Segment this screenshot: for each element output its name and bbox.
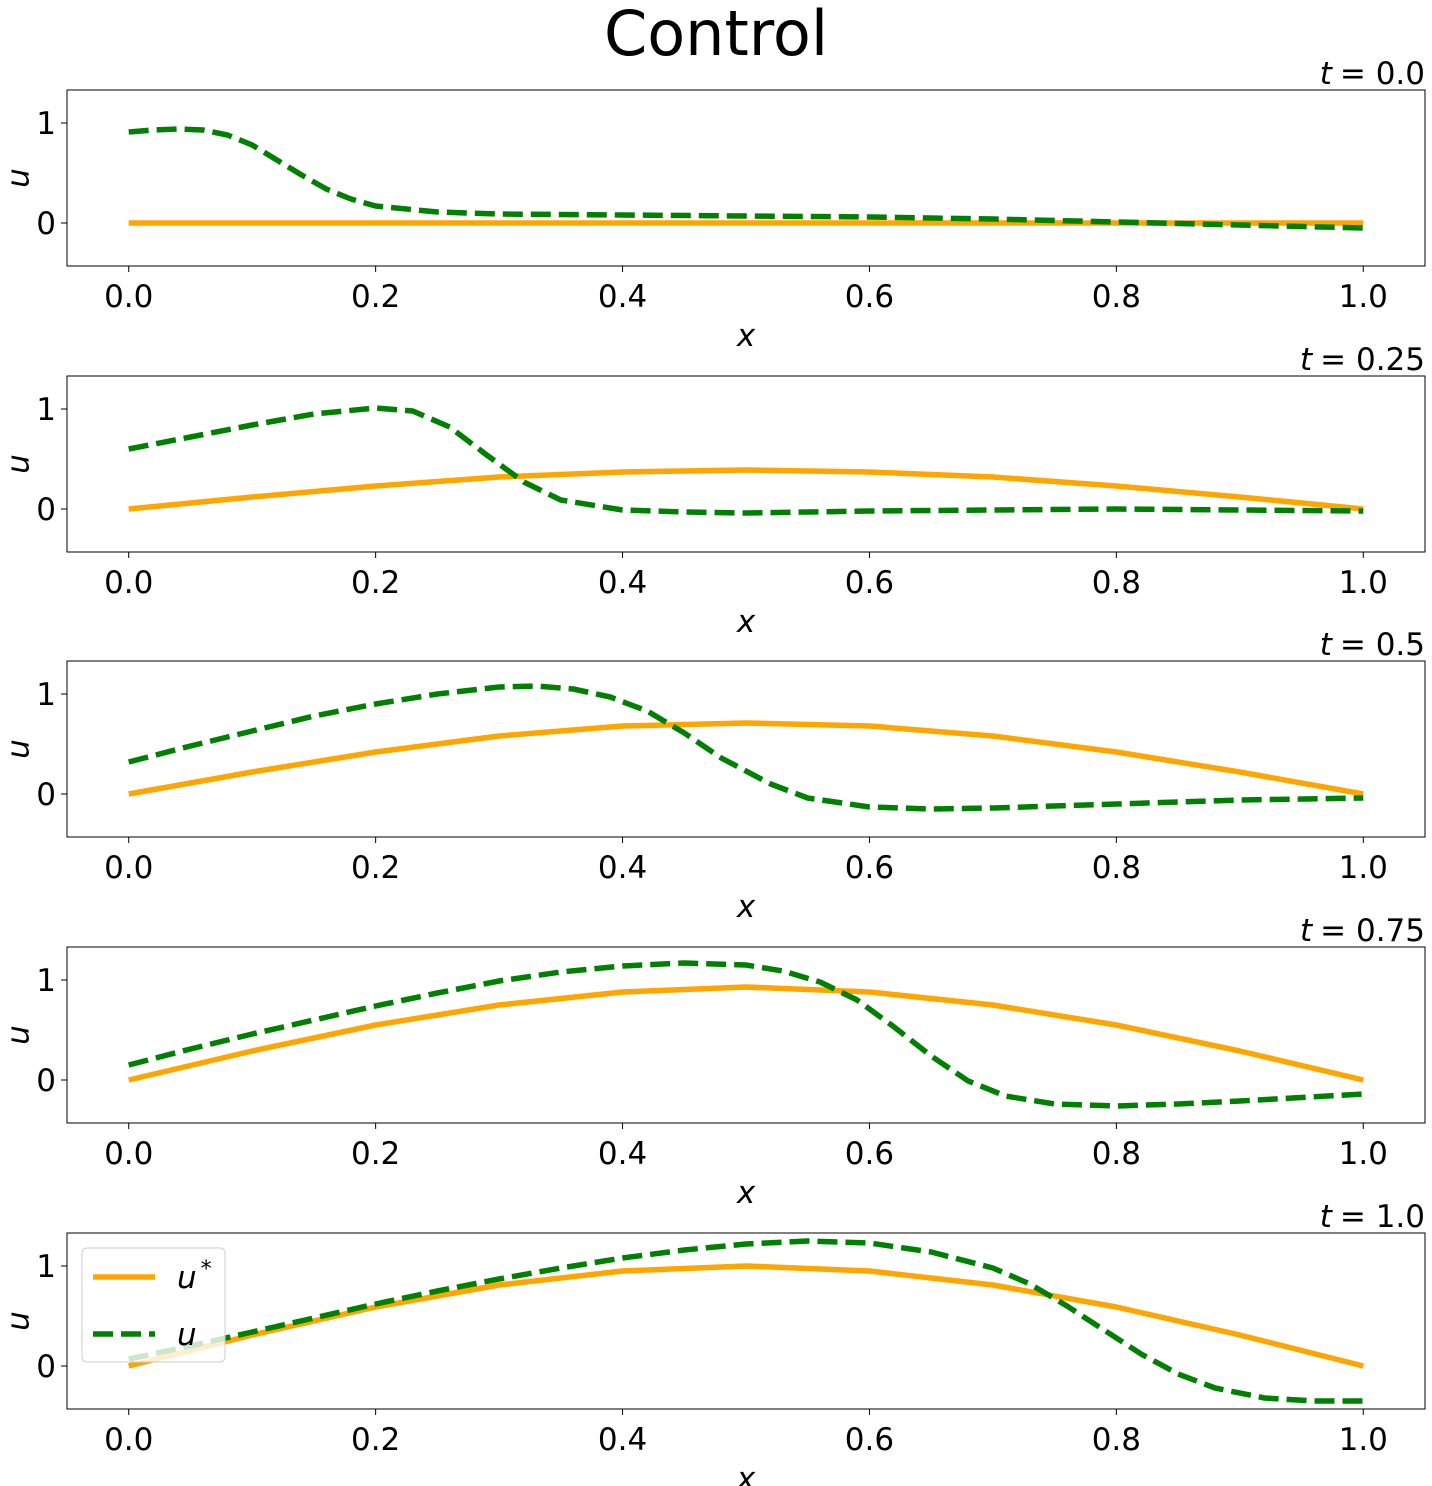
x-tick-label: 0.4 xyxy=(598,565,647,601)
x-tick-label: 0.0 xyxy=(104,850,153,886)
x-tick-label: 0.2 xyxy=(351,1136,400,1172)
y-tick-label: 1 xyxy=(36,1249,56,1285)
subplot-2: 0.0 0.2 0.4 0.6 0.8 1.0 0 1 x u t = 0.25 xyxy=(1,342,1426,640)
x-axis-label: x xyxy=(736,1175,756,1211)
legend-label: u xyxy=(177,1317,197,1353)
series-line-u xyxy=(128,683,1364,812)
axes-frame xyxy=(66,89,1426,267)
subplot-title-value: = 1.0 xyxy=(1340,1199,1425,1235)
y-tick-label: 0 xyxy=(36,1349,56,1385)
subplot-title: t = 0.25 xyxy=(1300,342,1425,378)
x-tick-label: 0.0 xyxy=(104,1422,153,1458)
x-tick-label: 0.4 xyxy=(598,850,647,886)
y-axis-label: u xyxy=(1,1025,37,1045)
subplot-title: t = 1.0 xyxy=(1320,1199,1425,1235)
subplot-title: t = 0.75 xyxy=(1300,913,1425,949)
y-axis-label: u xyxy=(1,168,37,188)
x-tick-label: 0.0 xyxy=(104,1136,153,1172)
series-line-u xyxy=(128,960,1364,1109)
x-tick-label: 0.8 xyxy=(1092,1136,1141,1172)
x-tick-label: 1.0 xyxy=(1339,565,1388,601)
subplot-1: 0.0 0.2 0.4 0.6 0.8 1.0 0 1 x u t = 0.0 xyxy=(1,56,1426,354)
x-tick-label: 0.4 xyxy=(598,1136,647,1172)
x-tick-label: 0.6 xyxy=(845,1422,894,1458)
subplot-title-value: = 0.25 xyxy=(1320,342,1425,378)
x-tick-label: 0.8 xyxy=(1092,565,1141,601)
x-tick-label: 0.8 xyxy=(1092,1422,1141,1458)
x-axis-label: x xyxy=(736,889,756,925)
x-tick-label: 1.0 xyxy=(1339,279,1388,315)
x-tick-label: 0.2 xyxy=(351,850,400,886)
legend-label-base: u xyxy=(177,1260,197,1296)
x-tick-label: 0.2 xyxy=(351,1422,400,1458)
y-tick-label: 0 xyxy=(36,777,56,813)
x-tick-label: 0.8 xyxy=(1092,850,1141,886)
legend: u *u xyxy=(81,1247,226,1363)
axes-frame xyxy=(66,660,1426,838)
x-tick-label: 0.8 xyxy=(1092,279,1141,315)
x-tick-label: 0.2 xyxy=(351,279,400,315)
y-tick-label: 1 xyxy=(36,392,56,428)
y-axis-label: u xyxy=(1,739,37,759)
subplot-title-value: = 0.0 xyxy=(1340,56,1425,92)
subplot-3: 0.0 0.2 0.4 0.6 0.8 1.0 0 1 x u t = 0.5 xyxy=(1,627,1426,925)
axes-frame xyxy=(66,375,1426,553)
subplot-title-value: = 0.5 xyxy=(1340,627,1425,663)
y-axis-label: u xyxy=(1,454,37,474)
axes-frame xyxy=(66,1232,1426,1410)
x-axis-label: x xyxy=(736,604,756,640)
series-line-u xyxy=(128,126,1364,231)
series-line-u-star xyxy=(128,467,1364,512)
x-tick-label: 0.0 xyxy=(104,565,153,601)
subplot-4: 0.0 0.2 0.4 0.6 0.8 1.0 0 1 x u t = 0.75 xyxy=(1,913,1426,1211)
y-tick-label: 1 xyxy=(36,106,56,142)
series-line-u-star xyxy=(128,1263,1364,1369)
x-tick-label: 0.6 xyxy=(845,850,894,886)
y-tick-label: 0 xyxy=(36,492,56,528)
subplot-title-var: t xyxy=(1320,627,1334,663)
subplot-title-var: t xyxy=(1300,342,1314,378)
x-tick-label: 0.0 xyxy=(104,279,153,315)
y-tick-label: 0 xyxy=(36,1063,56,1099)
x-tick-label: 0.6 xyxy=(845,1136,894,1172)
series-line-u-star xyxy=(128,984,1364,1083)
x-tick-label: 0.2 xyxy=(351,565,400,601)
x-tick-label: 1.0 xyxy=(1339,850,1388,886)
x-tick-label: 0.6 xyxy=(845,565,894,601)
x-axis-label: x xyxy=(736,318,756,354)
subplot-title-var: t xyxy=(1320,56,1334,92)
x-tick-label: 1.0 xyxy=(1339,1422,1388,1458)
subplot-title-var: t xyxy=(1320,1199,1334,1235)
subplot-title-var: t xyxy=(1300,913,1314,949)
series-line-u xyxy=(128,405,1364,516)
x-tick-label: 1.0 xyxy=(1339,1136,1388,1172)
y-axis-label: u xyxy=(1,1311,37,1331)
axes-frame xyxy=(66,946,1426,1124)
legend-label-superscript: * xyxy=(201,1257,212,1282)
subplot-title: t = 0.5 xyxy=(1320,627,1425,663)
legend-label: u * xyxy=(177,1257,212,1296)
y-tick-label: 1 xyxy=(36,677,56,713)
x-tick-label: 0.6 xyxy=(845,279,894,315)
x-axis-label: x xyxy=(736,1461,756,1486)
series-line-u xyxy=(128,1238,1364,1404)
subplot-title-value: = 0.75 xyxy=(1320,913,1425,949)
y-tick-label: 0 xyxy=(36,206,56,242)
x-tick-label: 0.4 xyxy=(598,1422,647,1458)
figure-title: Control xyxy=(604,0,828,70)
y-tick-label: 1 xyxy=(36,963,56,999)
x-tick-label: 0.4 xyxy=(598,279,647,315)
subplot-title: t = 0.0 xyxy=(1320,56,1425,92)
series-line-u-star xyxy=(128,720,1364,797)
